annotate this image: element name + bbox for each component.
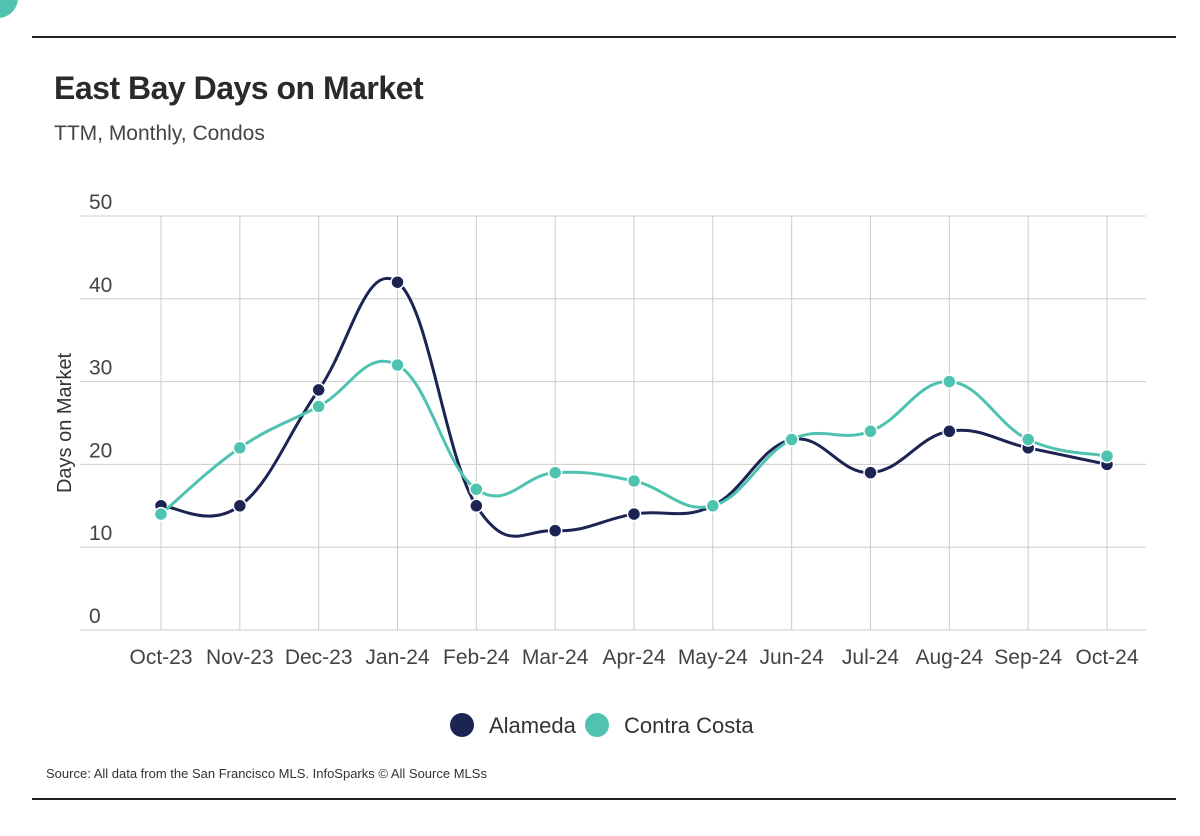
legend-marker-contra-costa: [585, 713, 609, 737]
x-tick-label: Jun-24: [760, 646, 825, 669]
series: [153, 274, 1115, 538]
chart-subtitle: TTM, Monthly, Condos: [54, 122, 265, 145]
data-point-alameda: [311, 382, 326, 398]
x-tick-label: May-24: [678, 646, 748, 669]
data-point-alameda: [863, 465, 878, 480]
x-tick-label: Jan-24: [365, 646, 430, 669]
y-tick-label: 40: [89, 274, 112, 297]
grid: [80, 215, 1146, 631]
data-point-contra-costa: [942, 374, 957, 389]
data-point-contra-costa: [390, 357, 405, 373]
data-point-contra-costa: [1099, 448, 1115, 464]
x-tick-label: Feb-24: [443, 646, 510, 669]
data-point-contra-costa: [705, 498, 721, 514]
y-axis-title: Days on Market: [54, 353, 76, 493]
source-note: Source: All data from the San Francisco …: [46, 766, 487, 781]
data-point-contra-costa: [311, 399, 326, 414]
legend-marker-alameda: [450, 713, 474, 737]
data-point-alameda: [390, 274, 405, 290]
y-tick-label: 0: [89, 605, 101, 628]
data-point-contra-costa: [784, 432, 799, 447]
data-point-alameda: [469, 498, 484, 514]
legend: Alameda Contra Costa: [450, 713, 754, 738]
top-rule: [32, 36, 1176, 38]
x-tick-label: Apr-24: [602, 646, 665, 669]
bottom-rule: [32, 798, 1176, 800]
data-point-alameda: [942, 424, 957, 439]
series-contra-costa: [153, 357, 1115, 522]
data-point-alameda: [626, 506, 642, 522]
legend-label-alameda: Alameda: [489, 713, 577, 738]
legend-label-contra-costa: Contra Costa: [624, 713, 754, 738]
x-tick-label: Sep-24: [994, 646, 1062, 669]
data-point-contra-costa: [1020, 432, 1036, 447]
x-tick-label: Dec-23: [285, 646, 353, 669]
chart-title: East Bay Days on Market: [54, 70, 424, 106]
data-point-contra-costa: [153, 506, 169, 522]
data-point-contra-costa: [469, 481, 484, 497]
y-tick-label: 10: [89, 522, 112, 545]
data-point-contra-costa: [863, 424, 878, 439]
data-point-contra-costa: [232, 440, 248, 456]
line-chart: 0 10 20 30 40 50 Oct-23 Nov-23 Dec-23 Jan-24 Feb-…: [54, 191, 1146, 738]
data-point-contra-costa: [547, 465, 563, 480]
x-tick-label: Aug-24: [915, 646, 983, 669]
x-tick-label: Jul-24: [842, 646, 900, 669]
data-point-alameda: [232, 498, 248, 514]
x-tick-label: Nov-23: [206, 646, 274, 669]
y-tick-label: 20: [89, 439, 112, 462]
y-axis-ticks: 0 10 20 30 40 50: [89, 191, 112, 628]
x-axis-ticks: Oct-23 Nov-23 Dec-23 Jan-24 Feb-24 Mar-24 Apr-…: [129, 646, 1138, 669]
data-point-alameda: [547, 523, 563, 538]
y-tick-label: 50: [89, 191, 112, 214]
x-tick-label: Oct-23: [129, 646, 192, 669]
x-tick-label: Oct-24: [1075, 646, 1138, 669]
data-point-contra-costa: [626, 473, 642, 489]
x-tick-label: Mar-24: [522, 646, 589, 669]
y-tick-label: 30: [89, 357, 112, 380]
